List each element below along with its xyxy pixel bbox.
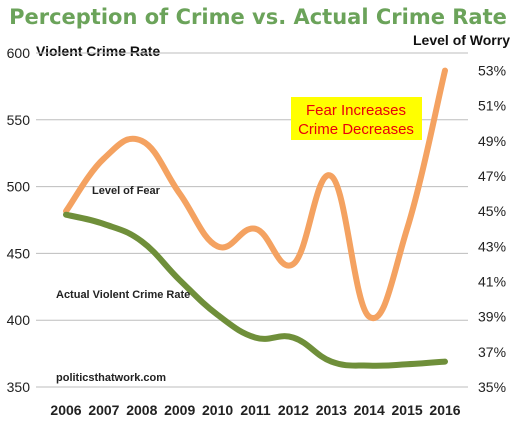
x-tick-label-2012: 2012 (278, 402, 309, 418)
watermark-text: politicsthatwork.com (56, 372, 166, 384)
x-tick-label-2016: 2016 (429, 402, 460, 418)
crime-series-label: Actual Violent Crime Rate (56, 289, 190, 301)
series-lines (63, 67, 448, 369)
chart-title: Perception of Crime vs. Actual Crime Rat… (9, 5, 507, 29)
actual-crime-rate-line (63, 211, 448, 369)
left-tick-label-450: 450 (7, 245, 31, 261)
right-tick-label-37: 37% (478, 344, 506, 360)
x-tick-label-2007: 2007 (88, 402, 119, 418)
left-tick-label-400: 400 (7, 312, 31, 328)
right-tick-label-53: 53% (478, 63, 506, 79)
left-tick-label-600: 600 (7, 45, 31, 61)
right-tick-label-41: 41% (478, 274, 506, 290)
callout-line-2: Crime Decreases (298, 121, 414, 138)
right-axis-title: Level of Worry (413, 32, 510, 48)
left-axis-ticks: 600 550 500 450 400 350 (7, 45, 31, 395)
left-axis-title: Violent Crime Rate (36, 43, 160, 59)
x-tick-label-2013: 2013 (316, 402, 347, 418)
fear-series-label: Level of Fear (92, 185, 161, 197)
x-tick-label-2014: 2014 (354, 402, 385, 418)
x-tick-label-2015: 2015 (392, 402, 423, 418)
right-tick-label-49: 49% (478, 133, 506, 149)
x-axis-ticks: 2006 2007 2008 2009 2010 2011 2012 2013 2014 2015… (50, 402, 460, 418)
callout-line-1: Fear Increases (306, 102, 406, 119)
x-tick-label-2009: 2009 (164, 402, 195, 418)
callout-box (291, 97, 422, 140)
right-tick-label-35: 35% (478, 379, 506, 395)
x-tick-label-2010: 2010 (202, 402, 233, 418)
right-tick-label-51: 51% (478, 98, 506, 114)
grid-lines (36, 52, 468, 388)
left-tick-label-550: 550 (7, 112, 31, 128)
level-of-fear-line (63, 67, 448, 322)
left-tick-label-500: 500 (7, 179, 31, 195)
x-tick-label-2011: 2011 (240, 402, 271, 418)
right-tick-label-47: 47% (478, 168, 506, 184)
x-tick-label-2008: 2008 (126, 402, 157, 418)
right-tick-label-43: 43% (478, 238, 506, 254)
right-tick-label-39: 39% (478, 309, 506, 325)
right-tick-label-45: 45% (478, 203, 506, 219)
x-tick-label-2006: 2006 (50, 402, 81, 418)
right-axis-ticks: 53% 51% 49% 47% 45% 43% 41% 39% 37% 35% (478, 63, 506, 395)
left-tick-label-350: 350 (7, 379, 31, 395)
